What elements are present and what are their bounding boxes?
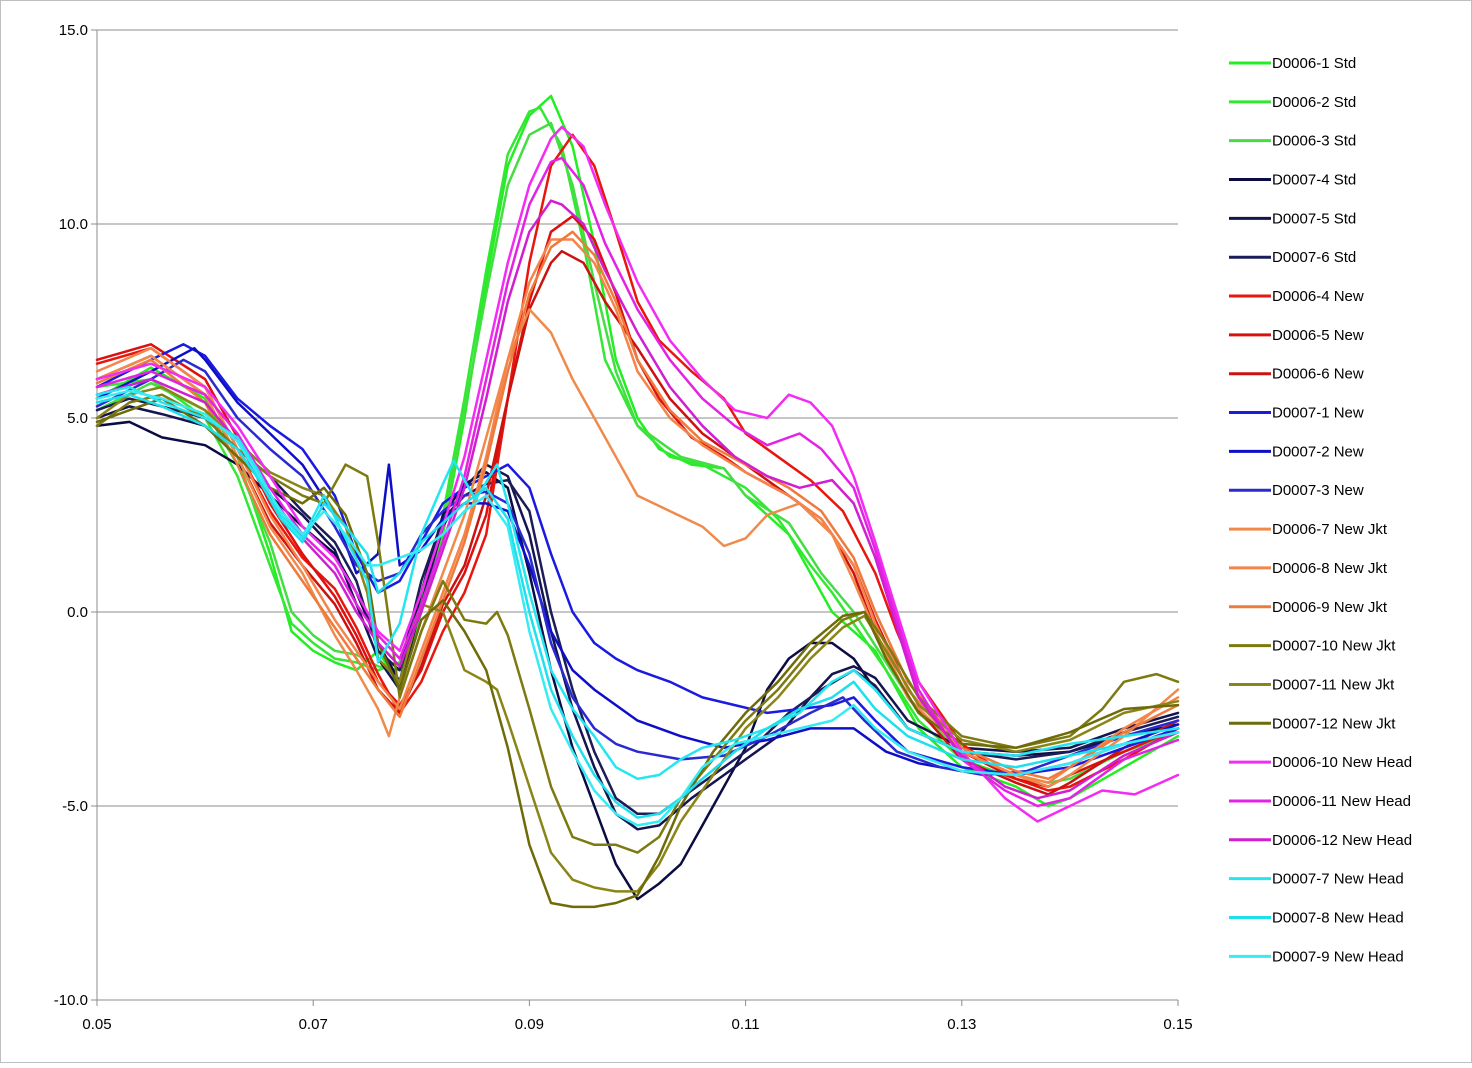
y-tick-label: 5.0	[67, 410, 88, 427]
legend-label: D0007-4 Std	[1272, 172, 1356, 189]
legend-label: D0007-7 New Head	[1272, 871, 1404, 888]
legend-label: D0007-1 New	[1272, 405, 1364, 422]
y-tick-label: 10.0	[59, 216, 88, 233]
y-tick-label: -5.0	[62, 798, 88, 815]
legend-label: D0007-6 Std	[1272, 249, 1356, 266]
legend-label: D0006-5 New	[1272, 327, 1364, 344]
x-tick-label: 0.13	[947, 1016, 976, 1033]
series-line-22	[95, 385, 1180, 781]
legend-label: D0006-10 New Head	[1272, 754, 1412, 771]
y-tick-label: -10.0	[54, 992, 88, 1009]
legend-label: D0007-8 New Head	[1272, 909, 1404, 926]
legend-label: D0006-1 Std	[1272, 55, 1356, 72]
series-line-17	[95, 385, 1180, 893]
series-line-20	[95, 156, 1180, 808]
x-tick-label: 0.07	[299, 1016, 328, 1033]
legend-label: D0007-3 New	[1272, 482, 1364, 499]
legend: D0006-1 Std D0006-2 Std D0006-3 Std D0007-4…	[1229, 55, 1412, 965]
legend-label: D0006-6 New	[1272, 366, 1364, 383]
series-line-2	[95, 106, 1180, 792]
legend-label: D0006-9 New Jkt	[1272, 599, 1388, 616]
legend-label: D0007-2 New	[1272, 443, 1364, 460]
series-line-24	[95, 389, 1180, 827]
legend-label: D0006-4 New	[1272, 288, 1364, 305]
legend-label: D0006-3 Std	[1272, 133, 1356, 150]
legend-label: D0007-12 New Jkt	[1272, 715, 1396, 732]
series-line-16	[95, 393, 1180, 854]
series-line-12	[95, 358, 1180, 777]
series-line-18	[95, 397, 1180, 909]
legend-label: D0007-9 New Head	[1272, 948, 1404, 965]
x-tick-label: 0.11	[732, 1016, 760, 1033]
series-line-10	[95, 343, 1180, 777]
series-line-21	[95, 199, 1180, 800]
legend-label: D0006-11 New Head	[1272, 793, 1411, 810]
legend-label: D0007-10 New Jkt	[1272, 638, 1396, 655]
legend-label: D0007-11 New Jkt	[1272, 676, 1395, 693]
legend-label: D0006-12 New Head	[1272, 832, 1412, 849]
legend-label: D0006-7 New Jkt	[1272, 521, 1388, 538]
legend-label: D0006-8 New Jkt	[1272, 560, 1388, 577]
legend-label: D0006-2 Std	[1272, 94, 1356, 111]
series-lines	[95, 94, 1180, 909]
series-line-23	[95, 393, 1180, 819]
series-line-19	[95, 125, 1180, 823]
y-tick-label: 0.0	[67, 604, 88, 621]
x-tick-label: 0.15	[1163, 1016, 1192, 1033]
series-line-11	[95, 346, 1180, 777]
y-tick-label: 15.0	[59, 22, 88, 39]
x-tick-label: 0.05	[82, 1016, 111, 1033]
x-tick-label: 0.09	[515, 1016, 544, 1033]
axes: -10.0 -5.0 0.0 5.0 10.0 15.0 0.05 0.07 0.09 0.11 0…	[54, 22, 1193, 1033]
legend-label: D0007-5 Std	[1272, 210, 1356, 227]
